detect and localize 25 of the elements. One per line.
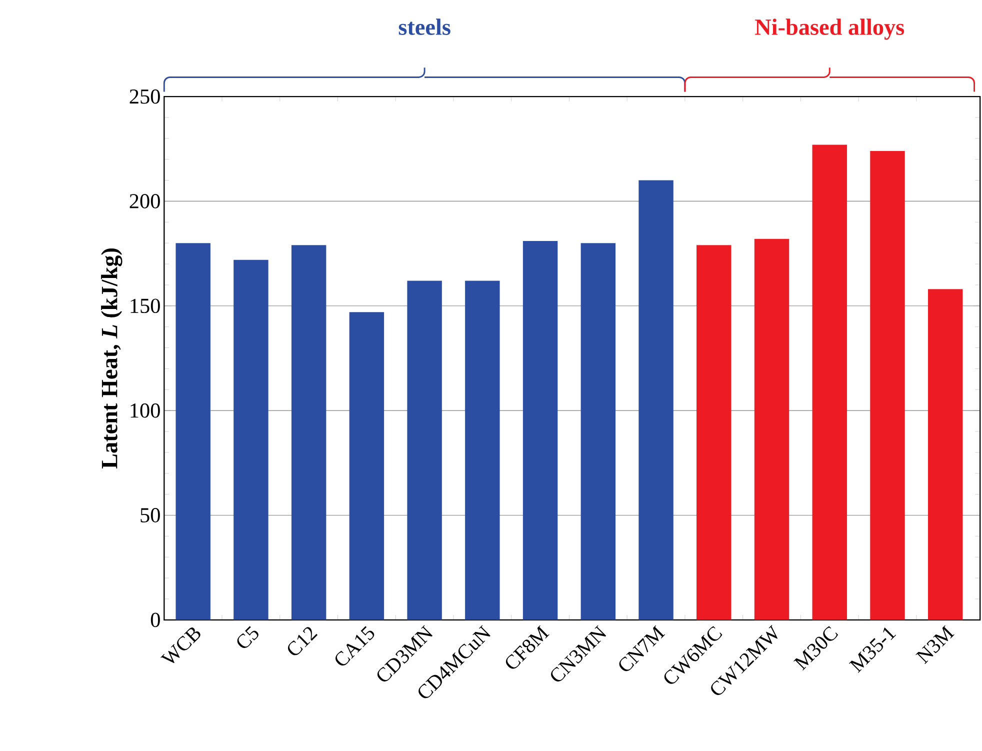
bar xyxy=(522,240,558,620)
y-tick-label: 250 xyxy=(130,89,160,104)
x-tick-label: C12 xyxy=(288,627,318,656)
bar xyxy=(870,150,905,620)
y-tick-label: 50 xyxy=(140,508,160,522)
bar xyxy=(580,242,616,620)
bar xyxy=(234,260,268,620)
bar xyxy=(638,180,674,620)
bar xyxy=(812,144,847,620)
bar xyxy=(696,245,732,620)
x-tick-label: C5 xyxy=(237,626,258,648)
y-tick-label: 150 xyxy=(130,298,160,313)
bar xyxy=(291,245,326,620)
bar xyxy=(176,242,210,620)
bar xyxy=(349,312,384,620)
text: steels xyxy=(398,18,450,35)
y-tick-label: 0 xyxy=(150,612,160,627)
bar xyxy=(754,238,790,620)
y-tick-label: 200 xyxy=(130,194,160,208)
y-axis-title: Latent Heat, L (kJ/kg) xyxy=(101,248,122,468)
y-tick-label: 100 xyxy=(130,403,160,418)
bar xyxy=(928,289,963,620)
text: Ni-based alloys xyxy=(755,18,904,40)
bar xyxy=(465,280,500,620)
bar xyxy=(407,280,442,620)
